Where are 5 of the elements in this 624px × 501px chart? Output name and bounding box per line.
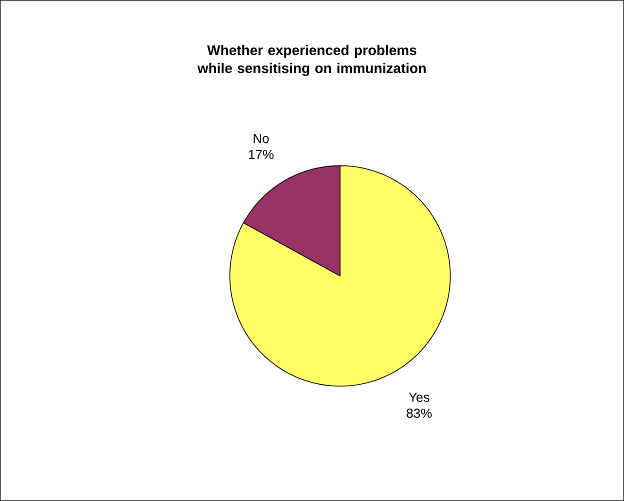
slice-label: Yes bbox=[408, 392, 430, 402]
data-label: 83% bbox=[406, 408, 432, 418]
chart-title: Whether experienced problems while sensitising on immunization bbox=[197, 45, 426, 76]
data-label: 17% bbox=[248, 150, 274, 160]
slice-label: No bbox=[254, 134, 269, 144]
